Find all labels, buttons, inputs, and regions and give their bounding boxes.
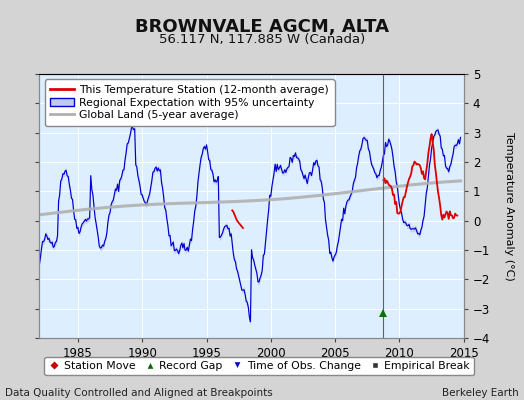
Y-axis label: Temperature Anomaly (°C): Temperature Anomaly (°C) — [504, 132, 514, 280]
Text: BROWNVALE AGCM, ALTA: BROWNVALE AGCM, ALTA — [135, 18, 389, 36]
Legend: Station Move, Record Gap, Time of Obs. Change, Empirical Break: Station Move, Record Gap, Time of Obs. C… — [45, 357, 474, 375]
Legend: This Temperature Station (12-month average), Regional Expectation with 95% uncer: This Temperature Station (12-month avera… — [45, 80, 334, 126]
Text: 56.117 N, 117.885 W (Canada): 56.117 N, 117.885 W (Canada) — [159, 33, 365, 46]
Text: Data Quality Controlled and Aligned at Breakpoints: Data Quality Controlled and Aligned at B… — [5, 388, 273, 398]
Text: Berkeley Earth: Berkeley Earth — [442, 388, 519, 398]
